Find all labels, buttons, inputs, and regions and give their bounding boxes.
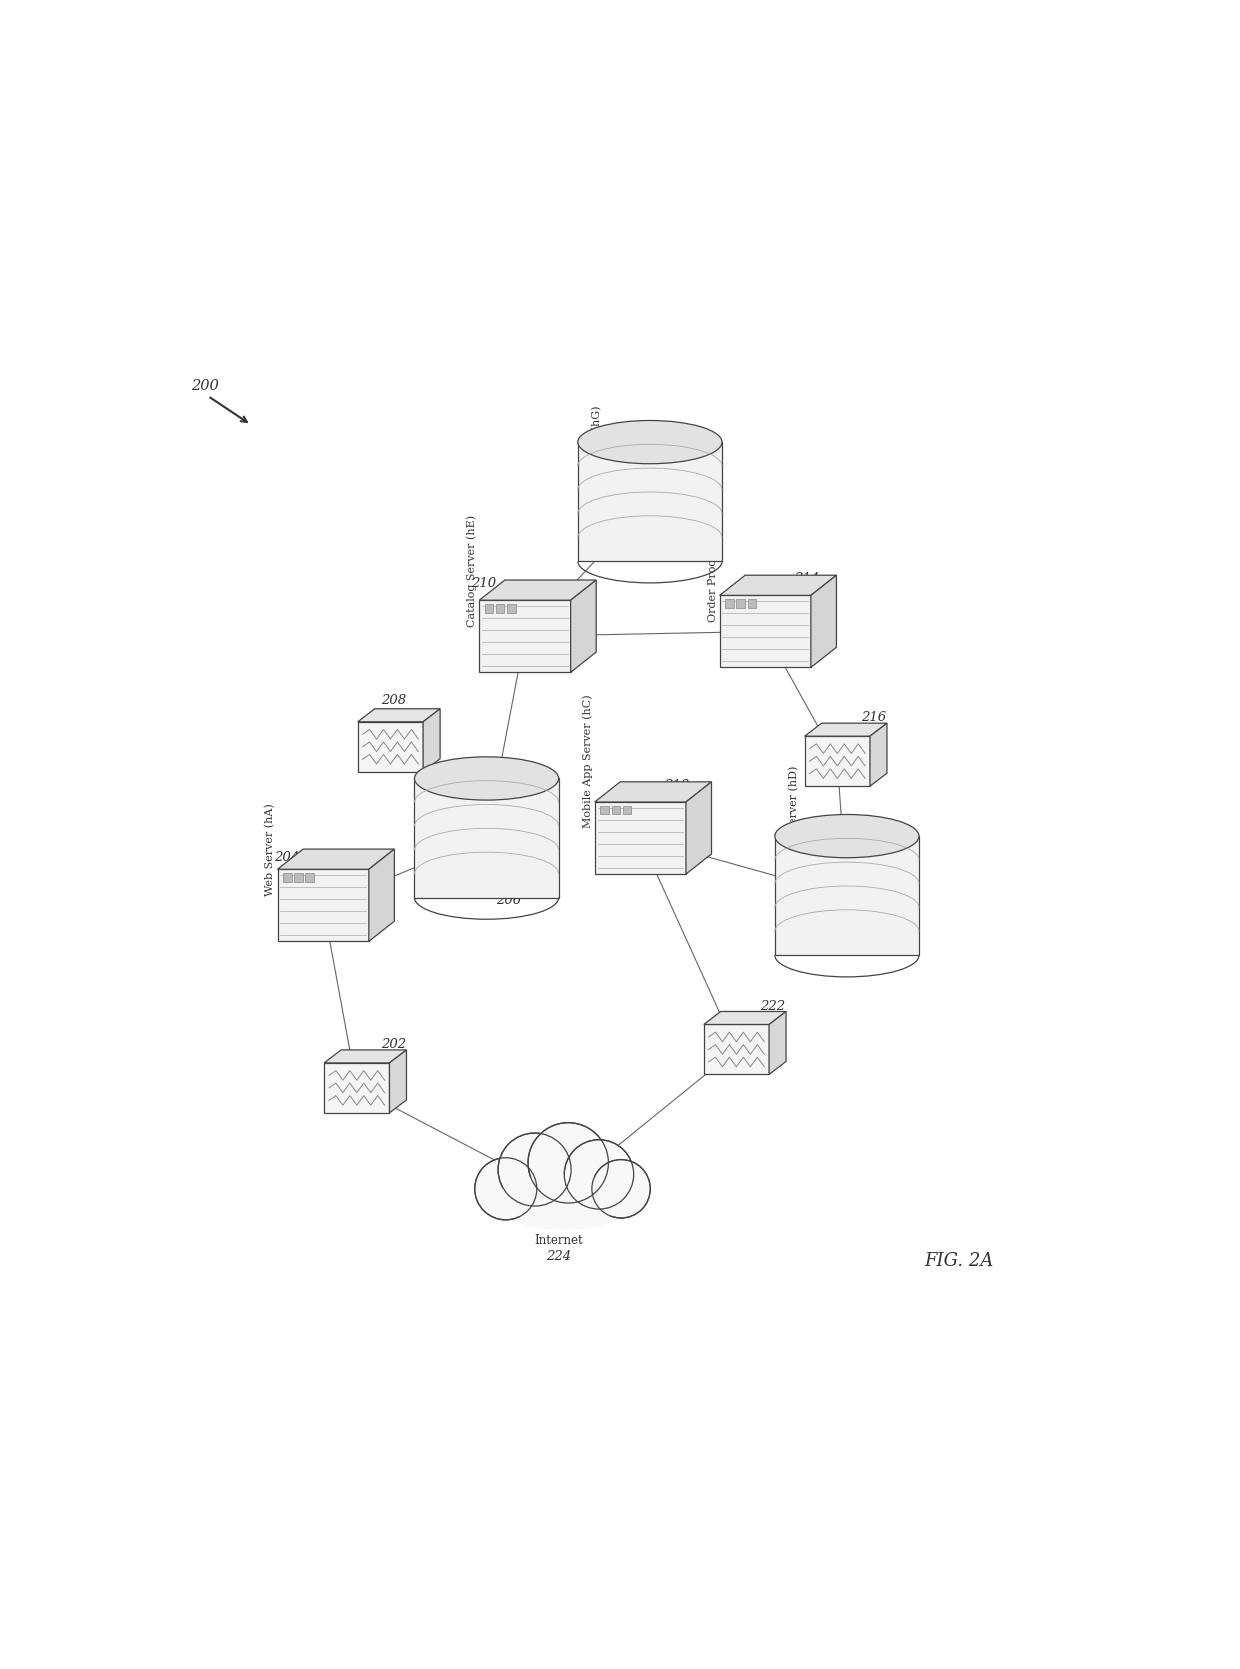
Text: Order Processing Server (hF): Order Processing Server (hF) [707,456,718,623]
Text: 202: 202 [381,1038,405,1051]
Text: 214: 214 [794,572,820,586]
Polygon shape [719,576,837,596]
Text: 210: 210 [471,577,496,589]
Polygon shape [414,778,558,898]
Polygon shape [368,850,394,941]
Polygon shape [805,736,870,786]
Text: 218: 218 [665,779,689,791]
Bar [294,873,303,881]
Text: Local DB Server (hD): Local DB Server (hD) [789,766,800,886]
Text: 216: 216 [862,711,887,724]
Bar [725,599,734,608]
Ellipse shape [414,756,558,799]
Circle shape [498,1133,572,1207]
Polygon shape [570,581,596,673]
Polygon shape [578,442,722,561]
Bar [737,599,745,608]
Ellipse shape [494,1177,634,1230]
Text: 212: 212 [675,431,699,442]
Text: 204: 204 [274,851,299,865]
Circle shape [564,1140,634,1208]
Polygon shape [278,870,368,941]
Polygon shape [811,576,837,668]
Bar [305,873,314,881]
Circle shape [528,1123,609,1203]
Text: 206: 206 [496,895,521,906]
Text: Web Server (hA): Web Server (hA) [265,803,275,896]
Polygon shape [704,1025,769,1075]
Bar [485,604,494,613]
Bar [611,806,620,814]
Polygon shape [719,596,811,668]
Polygon shape [686,781,712,875]
Text: 200: 200 [191,379,219,394]
Bar [600,806,609,814]
Polygon shape [775,836,919,955]
Bar [507,604,516,613]
Polygon shape [278,850,394,870]
Polygon shape [358,721,423,771]
Polygon shape [870,723,887,786]
Polygon shape [704,1011,786,1025]
Ellipse shape [496,1175,631,1222]
Polygon shape [769,1011,786,1075]
Text: 208: 208 [381,694,405,708]
Bar [748,599,755,608]
Polygon shape [480,601,570,673]
Polygon shape [423,709,440,771]
Polygon shape [389,1050,407,1113]
Polygon shape [324,1063,389,1113]
Ellipse shape [775,814,919,858]
Polygon shape [480,581,596,601]
Text: Internet: Internet [534,1233,583,1247]
Circle shape [591,1160,650,1218]
Text: Catalog Server (hE): Catalog Server (hE) [466,514,477,626]
Text: Local DB Server (hB): Local DB Server (hB) [429,709,439,828]
Bar [283,873,291,881]
Polygon shape [595,781,712,803]
Text: FIG. 2A: FIG. 2A [924,1252,993,1270]
Text: Mobile App Server (hC): Mobile App Server (hC) [582,694,593,828]
Polygon shape [805,723,887,736]
Polygon shape [595,803,686,875]
Ellipse shape [578,421,722,464]
Bar [622,806,631,814]
Circle shape [475,1158,537,1220]
Text: 222: 222 [760,1000,786,1013]
Text: DB Server (hG): DB Server (hG) [591,406,603,492]
Text: 224: 224 [546,1250,572,1262]
Polygon shape [324,1050,407,1063]
Bar [496,604,505,613]
Polygon shape [358,709,440,721]
Text: 220: 220 [870,836,897,850]
